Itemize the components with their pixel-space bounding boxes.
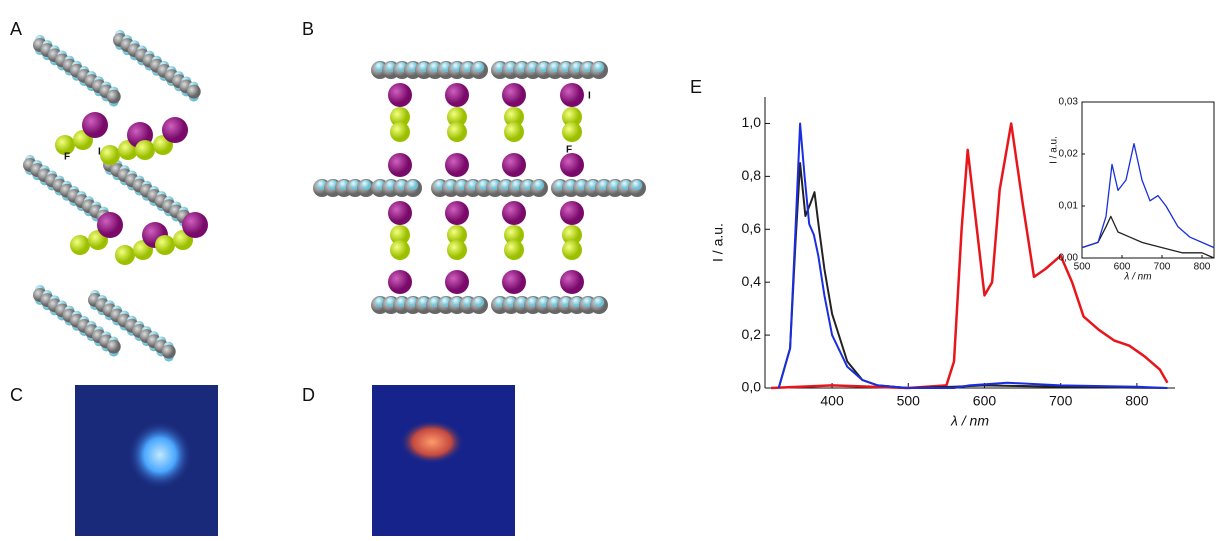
x-axis-label: λ / nm xyxy=(950,413,989,429)
atom xyxy=(408,180,418,190)
atom xyxy=(562,122,582,142)
atom xyxy=(560,270,584,294)
x-tick-label: 800 xyxy=(1194,262,1211,273)
atom xyxy=(390,240,410,260)
atom-label: I xyxy=(98,147,101,158)
atom xyxy=(447,122,467,142)
figure: A B C D E F I FI 4005006007008000,00,20,… xyxy=(0,0,1216,536)
atom xyxy=(100,145,120,165)
atom-label: F xyxy=(64,152,70,163)
spectra: 400 500 600 700 800 0,0 0,2 0,4 0,6 0,8 1,0 λ / nm I… xyxy=(710,97,1214,429)
atom xyxy=(502,270,526,294)
atom xyxy=(70,235,90,255)
atom xyxy=(594,62,604,72)
atom xyxy=(594,297,604,307)
panel-label: B xyxy=(302,19,314,39)
atom xyxy=(445,270,469,294)
atom xyxy=(560,83,584,107)
y-tick-label: 1,0 xyxy=(742,114,762,130)
atom xyxy=(447,240,467,260)
y-tick-label: 0,01 xyxy=(1059,201,1079,212)
atom xyxy=(82,112,108,138)
atom xyxy=(562,240,582,260)
red-crystals xyxy=(400,420,464,464)
atom-label: F xyxy=(566,145,572,156)
x-tick-label: 400 xyxy=(820,393,844,409)
y-tick-label: 0,00 xyxy=(1059,253,1079,264)
atom xyxy=(107,90,121,104)
atom xyxy=(390,122,410,142)
x-tick-label: 700 xyxy=(1154,262,1171,273)
atom xyxy=(445,83,469,107)
panel-label: C xyxy=(10,385,23,405)
atom xyxy=(445,153,469,177)
y-tick-label: 0,6 xyxy=(742,220,762,236)
x-tick-label: 700 xyxy=(1049,393,1073,409)
atom xyxy=(502,153,526,177)
atom xyxy=(187,85,201,99)
atom xyxy=(135,140,155,160)
y-tick-label: 0,2 xyxy=(742,326,762,342)
x-axis-label: λ / nm xyxy=(1123,272,1151,283)
atom xyxy=(388,201,412,225)
x-tick-label: 800 xyxy=(1125,393,1149,409)
atom xyxy=(361,180,371,190)
atom xyxy=(388,153,412,177)
panel-label: E xyxy=(690,77,702,97)
atom xyxy=(502,201,526,225)
x-tick-label: 600 xyxy=(973,393,997,409)
atom xyxy=(474,62,484,72)
atom xyxy=(182,212,208,238)
y-tick-label: 0,4 xyxy=(742,273,762,289)
atom xyxy=(162,345,176,359)
y-tick-label: 0,02 xyxy=(1059,149,1079,160)
y-axis-label: I / a.u. xyxy=(1049,136,1060,164)
crystal-packing-a xyxy=(23,30,208,362)
atom xyxy=(107,340,121,354)
atom xyxy=(502,83,526,107)
atom xyxy=(632,180,642,190)
atom xyxy=(115,245,135,265)
y-axis-label: I / a.u. xyxy=(710,223,726,262)
atom xyxy=(504,240,524,260)
atom xyxy=(155,235,175,255)
atom xyxy=(560,201,584,225)
atom xyxy=(388,270,412,294)
x-tick-label: 500 xyxy=(897,393,921,409)
panel-label: D xyxy=(302,385,315,405)
atom xyxy=(534,180,544,190)
atom xyxy=(97,212,123,238)
y-tick-label: 0,8 xyxy=(742,167,762,183)
atom xyxy=(445,201,469,225)
atom xyxy=(560,153,584,177)
blue-crystals xyxy=(128,421,192,489)
atom xyxy=(162,117,188,143)
atom-label: I xyxy=(588,91,591,102)
y-tick-label: 0,0 xyxy=(742,379,762,395)
atom xyxy=(504,122,524,142)
crystal-packing-b: FI xyxy=(313,61,646,314)
y-tick-label: 0,03 xyxy=(1059,97,1079,108)
panel-label: A xyxy=(10,19,22,39)
atom xyxy=(388,83,412,107)
atom xyxy=(474,297,484,307)
